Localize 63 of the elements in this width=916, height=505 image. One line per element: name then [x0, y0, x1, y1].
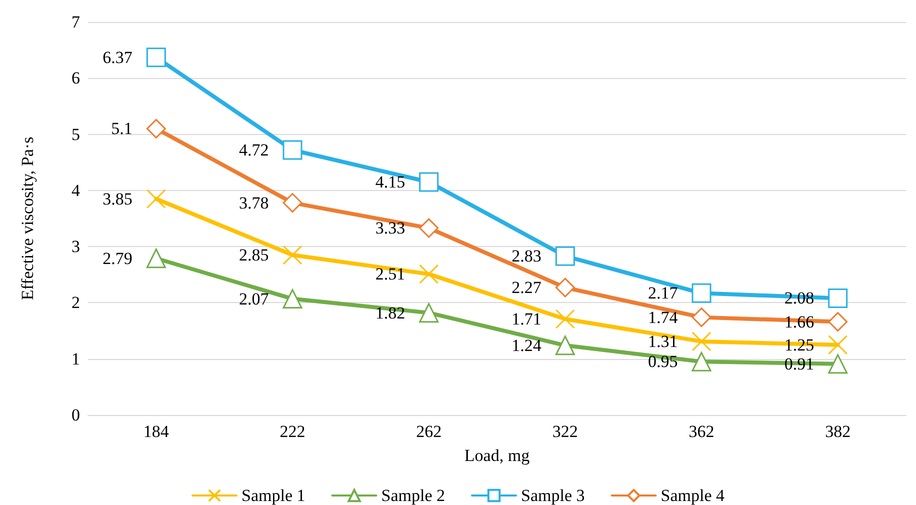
- data-label: 1.24: [512, 336, 542, 355]
- x-tick-label: 362: [688, 422, 714, 441]
- x-axis-title: Load, mg: [464, 446, 530, 465]
- data-label: 6.37: [102, 48, 133, 67]
- data-label: 2.85: [239, 245, 269, 264]
- point: [828, 312, 848, 332]
- point: [692, 332, 712, 352]
- y-tick-label: 3: [72, 237, 80, 256]
- point: [282, 289, 302, 309]
- x-tick-label: 184: [143, 422, 170, 441]
- data-label: 2.17: [648, 284, 678, 303]
- point: [146, 118, 166, 138]
- x-tick-label: 382: [825, 422, 851, 441]
- point: [828, 354, 848, 374]
- point: [555, 336, 575, 356]
- y-axis-title: Effective viscosity, Pa·s: [18, 136, 37, 300]
- data-label: 1.74: [648, 308, 678, 327]
- x-tick-label: 222: [280, 422, 306, 441]
- point: [282, 193, 302, 213]
- y-tick-label: 6: [72, 68, 80, 88]
- point: [555, 246, 575, 266]
- point: [146, 189, 166, 209]
- data-label: 2.83: [512, 246, 542, 266]
- point: [419, 172, 439, 192]
- y-tick-label: 0: [72, 406, 80, 424]
- data-label: 0.91: [784, 354, 814, 374]
- point: [419, 303, 439, 323]
- y-tick-label: 7: [72, 12, 80, 32]
- legend-label: Sample 3: [521, 486, 585, 505]
- data-label: 5.1: [111, 119, 132, 138]
- y-tick-label: 5: [72, 124, 80, 144]
- data-label: 1.71: [512, 309, 542, 328]
- legend-label: Sample 4: [660, 486, 725, 505]
- data-label: 3.78: [239, 193, 269, 212]
- data-label: 3.33: [375, 218, 406, 238]
- y-tick-label: 4: [72, 180, 80, 200]
- point: [282, 245, 302, 265]
- point: [419, 264, 439, 284]
- point: [555, 309, 575, 329]
- data-label: 4.15: [375, 172, 406, 192]
- y-tick-label: 2: [72, 293, 80, 312]
- point: [282, 140, 302, 160]
- point: [146, 248, 166, 268]
- x-tick-label: 322: [552, 422, 578, 441]
- data-label: 2.27: [512, 278, 542, 298]
- data-label: 1.31: [648, 332, 678, 351]
- point: [828, 335, 848, 355]
- y-tick-label: 1: [72, 349, 80, 368]
- legend-label: Sample 2: [381, 486, 446, 505]
- data-label: 2.07: [239, 289, 270, 308]
- point: [555, 278, 575, 298]
- data-label: 4.72: [239, 140, 269, 160]
- point: [692, 308, 712, 328]
- point: [692, 283, 712, 303]
- x-tick-label: 262: [416, 422, 442, 441]
- point: [419, 218, 439, 238]
- legend-label: Sample 1: [242, 486, 306, 505]
- point: [828, 288, 848, 308]
- data-label: 2.51: [375, 264, 406, 284]
- point: [146, 48, 166, 68]
- data-label: 2.79: [102, 248, 132, 268]
- data-label: 3.85: [102, 189, 132, 208]
- point: [692, 352, 712, 372]
